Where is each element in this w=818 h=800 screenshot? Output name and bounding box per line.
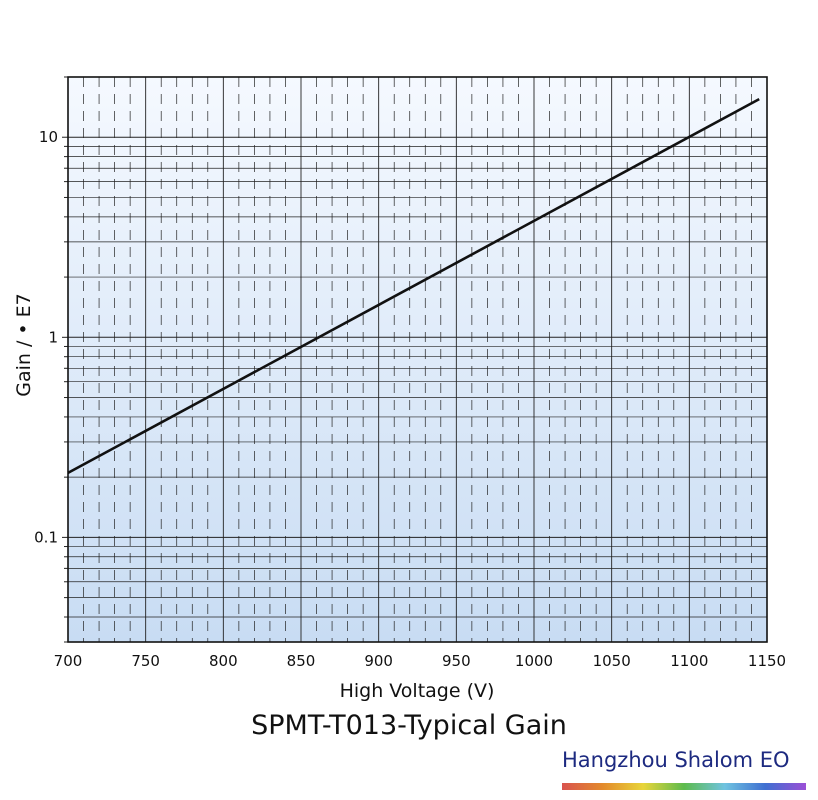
grid [62,76,767,643]
series-line [67,97,760,475]
x-tick-label: 1050 [593,652,631,670]
brand-name: Hangzhou Shalom EO [562,748,790,772]
x-axis-label: High Voltage (V) [340,680,495,702]
plot-frame [67,76,768,643]
x-tick-label: 1150 [748,652,786,670]
chart-title: SPMT-T013-Typical Gain [251,710,567,741]
plot-area [68,77,767,642]
x-tick-labels: 700 750 800 850 900 950 1000 1050 1100 1150 [54,652,786,670]
x-tick-label: 800 [209,652,238,670]
x-tick-label: 1100 [670,652,708,670]
x-tick-label: 850 [287,652,316,670]
x-tick-label: 1000 [515,652,553,670]
y-tick-label: 10 [39,128,58,146]
brand-color-bar [562,783,806,790]
x-tick-label: 750 [131,652,160,670]
y-tick-label: 1 [48,328,58,346]
y-tick-labels: 0.1 1 10 [34,128,58,546]
y-tick-label: 0.1 [34,528,58,546]
x-tick-label: 950 [442,652,471,670]
x-tick-label: 700 [54,652,83,670]
x-tick-label: 900 [364,652,393,670]
y-axis-label: Gain / • E7 [13,293,35,397]
